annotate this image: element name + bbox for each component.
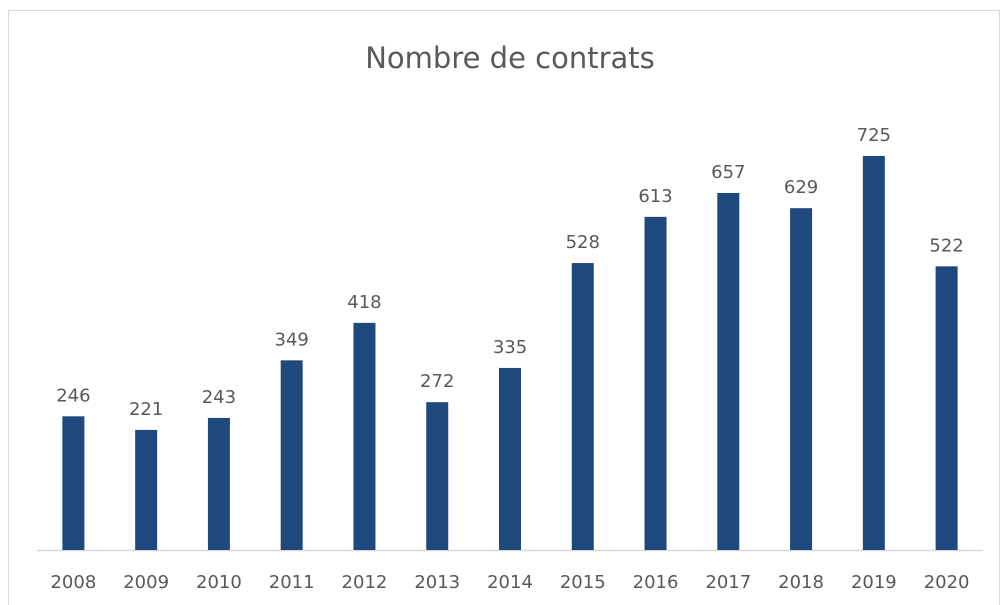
bar (280, 360, 303, 550)
x-tick-label: 2020 (924, 572, 970, 593)
x-tick-label: 2015 (560, 572, 606, 593)
data-label: 243 (202, 387, 236, 408)
data-label: 629 (784, 177, 818, 198)
data-label: 528 (566, 232, 600, 253)
bar (862, 156, 885, 550)
x-tick-label: 2009 (123, 572, 169, 593)
bar (935, 266, 958, 550)
data-label: 349 (275, 329, 309, 350)
chart-title: Nombre de contrats (365, 41, 655, 75)
bar (426, 402, 449, 550)
data-label: 657 (711, 162, 745, 183)
data-label: 522 (929, 235, 963, 256)
bar (207, 417, 230, 550)
data-label: 246 (56, 385, 90, 406)
data-label: 272 (420, 371, 454, 392)
bar (499, 367, 521, 550)
x-tick-label: 2012 (342, 572, 388, 593)
bar (62, 416, 85, 550)
x-tick-label: 2011 (269, 572, 315, 593)
data-label: 725 (857, 125, 891, 146)
x-tick-label: 2018 (778, 572, 824, 593)
x-tick-label: 2013 (414, 572, 460, 593)
data-label: 613 (638, 186, 672, 207)
x-tick-label: 2010 (196, 572, 242, 593)
data-label: 418 (347, 292, 381, 313)
bar (353, 322, 376, 550)
bar (571, 263, 594, 550)
x-tick-label: 2016 (633, 572, 679, 593)
x-tick-label: 2008 (50, 572, 96, 593)
data-label: 335 (493, 337, 527, 358)
bar (135, 429, 158, 550)
bar (717, 192, 740, 551)
x-tick-label: 2017 (705, 572, 751, 593)
data-label: 221 (129, 399, 163, 420)
bar (790, 208, 813, 551)
bar (644, 216, 667, 550)
x-tick-label: 2014 (487, 572, 533, 593)
x-tick-label: 2019 (851, 572, 897, 593)
